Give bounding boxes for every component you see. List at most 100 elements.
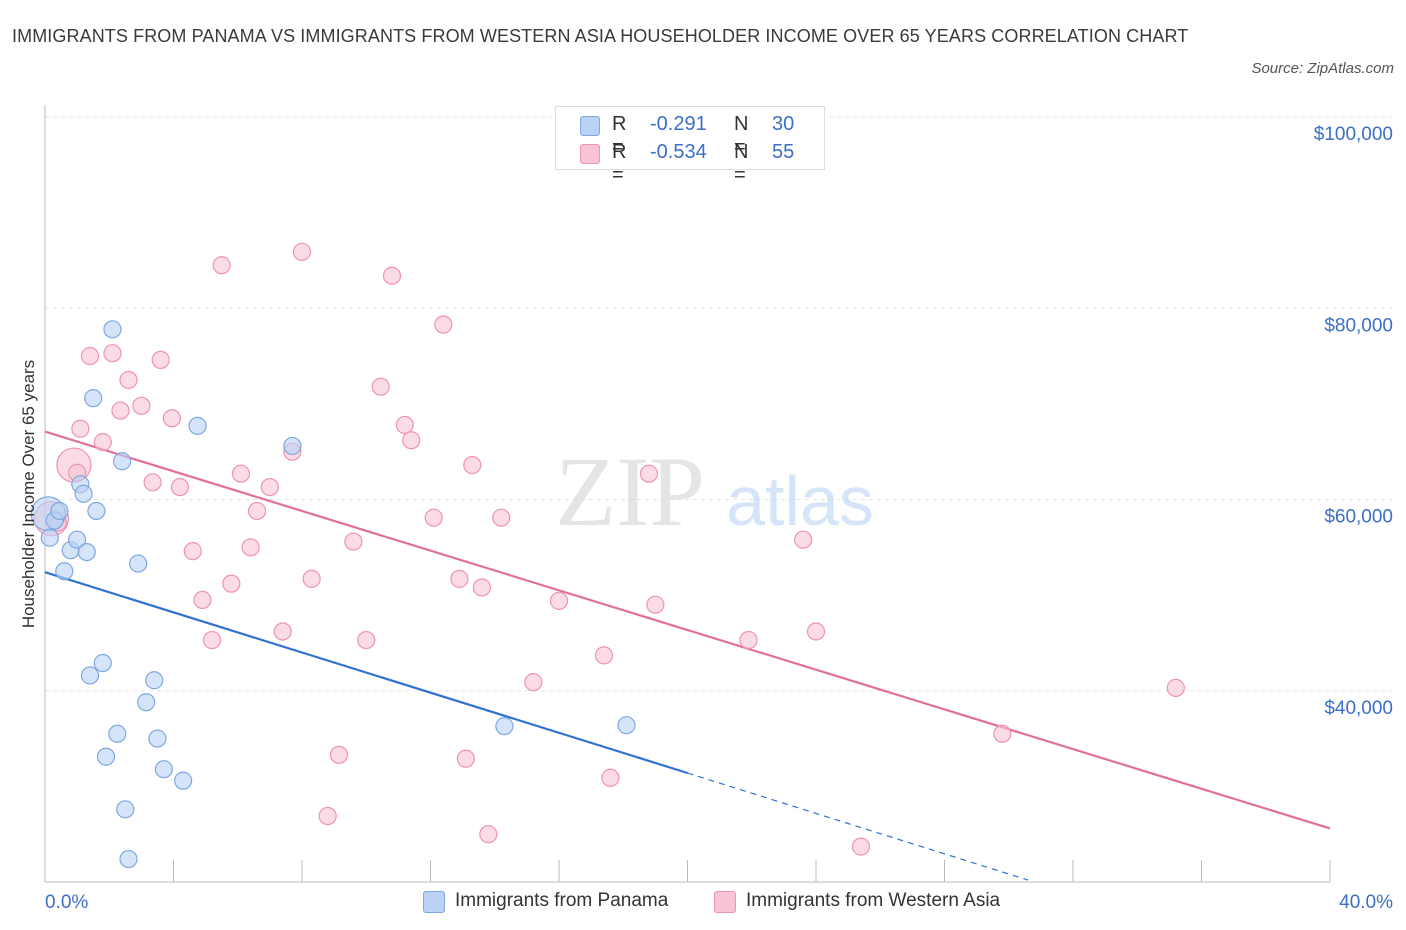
watermark-zip: ZIP	[555, 436, 705, 547]
data-point-western-asia	[151, 350, 170, 369]
data-point-western-asia	[202, 630, 222, 650]
data-point-panama	[50, 501, 69, 521]
data-point-western-asia	[357, 630, 376, 650]
data-point-western-asia	[371, 377, 390, 396]
data-point-panama	[188, 416, 207, 435]
data-point-panama	[68, 530, 87, 549]
legend-r-label: R =	[612, 141, 627, 186]
data-point-panama	[116, 800, 135, 819]
data-point-panama	[103, 320, 122, 339]
trend-lines	[44, 430, 1331, 881]
grid-lines	[45, 116, 1395, 692]
data-point-western-asia	[492, 508, 511, 527]
data-point-panama	[84, 389, 103, 408]
legend-n-value: 55	[772, 141, 795, 163]
y-tick-label: $60,000	[1324, 507, 1393, 528]
data-point-western-asia	[318, 806, 337, 826]
data-point-western-asia	[80, 346, 100, 366]
x-tick-label: 0.0%	[45, 892, 88, 913]
data-point-western-asia	[162, 409, 181, 428]
x-tick-label: 40.0%	[1339, 892, 1393, 913]
data-point-western-asia	[993, 724, 1012, 743]
data-point-western-asia	[212, 256, 231, 275]
data-point-panama	[87, 501, 106, 521]
y-tick-label: $100,000	[1314, 124, 1393, 145]
legend-r-value: -0.291	[650, 113, 707, 135]
data-point-western-asia	[594, 646, 614, 665]
watermark-atlas: atlas	[726, 462, 874, 540]
data-point-western-asia	[851, 837, 871, 856]
data-point-western-asia	[456, 749, 475, 768]
data-point-panama	[283, 436, 302, 456]
data-point-panama	[74, 484, 93, 503]
data-point-western-asia	[524, 673, 543, 692]
legend: R = -0.291 N = 30 R = -0.534 N = 55	[555, 106, 825, 186]
axes	[44, 105, 1331, 883]
data-point-western-asia	[222, 574, 241, 593]
data-point-panama	[119, 849, 138, 869]
data-point-western-asia	[247, 501, 267, 521]
data-point-western-asia	[143, 473, 162, 492]
trend-line-panama	[44, 571, 688, 775]
data-point-western-asia	[472, 578, 491, 597]
chart-title: IMMIGRANTS FROM PANAMA VS IMMIGRANTS FRO…	[12, 26, 1189, 46]
data-point-panama	[617, 716, 636, 735]
legend-swatch-panama	[580, 116, 600, 136]
data-point-panama	[129, 554, 148, 573]
trend-line-western-asia	[44, 430, 1331, 830]
data-point-western-asia	[71, 419, 90, 438]
data-point-western-asia	[132, 396, 151, 415]
data-point-western-asia	[395, 415, 414, 435]
data-point-panama	[96, 747, 116, 766]
legend-swatch-western-asia	[580, 144, 600, 164]
data-point-panama	[174, 771, 193, 790]
data-point-panama	[145, 671, 164, 690]
legend-n-value: 30	[772, 113, 795, 135]
data-point-western-asia	[93, 433, 112, 452]
data-point-western-asia	[193, 590, 212, 610]
tick-labels: $40,000 $60,000 $80,000 $100,000 0.0% 40.0%	[45, 124, 1393, 913]
bottom-legend-label-western-asia: Immigrants from Western Asia	[746, 890, 1001, 911]
source-label: Source: ZipAtlas.com	[1251, 60, 1394, 77]
data-point-panama	[148, 729, 167, 748]
data-point-western-asia	[402, 431, 421, 450]
data-point-western-asia	[450, 569, 469, 588]
data-point-western-asia	[479, 825, 498, 844]
data-point-western-asia	[183, 542, 202, 561]
data-point-western-asia	[739, 630, 758, 650]
series-panama	[30, 320, 636, 869]
data-point-panama	[77, 542, 96, 562]
data-point-panama	[80, 666, 100, 685]
legend-r-value: -0.534	[650, 141, 707, 163]
data-point-western-asia	[292, 242, 312, 261]
data-point-panama	[93, 653, 112, 673]
data-point-western-asia	[463, 455, 482, 475]
data-point-western-asia	[794, 530, 813, 549]
data-point-panama	[112, 452, 132, 471]
data-point-panama	[495, 717, 514, 736]
bottom-legend-label-panama: Immigrants from Panama	[455, 890, 669, 911]
data-point-western-asia	[646, 595, 665, 614]
data-point-panama	[40, 528, 59, 547]
y-axis-label: Householder Income Over 65 years	[19, 360, 38, 628]
data-point-western-asia	[111, 401, 130, 420]
data-point-western-asia	[382, 266, 402, 285]
legend-r-label: R =	[612, 113, 627, 158]
data-point-western-asia	[302, 569, 321, 588]
data-point-western-asia	[329, 745, 349, 764]
data-point-western-asia	[549, 591, 569, 610]
data-point-western-asia	[103, 344, 122, 363]
data-point-western-asia	[231, 464, 251, 483]
data-point-western-asia	[601, 768, 620, 787]
data-point-western-asia	[344, 532, 363, 551]
data-point-western-asia	[1166, 678, 1185, 697]
data-point-western-asia	[434, 315, 453, 334]
legend-n-label: N =	[734, 113, 749, 158]
data-point-western-asia	[241, 538, 260, 557]
series-western-asia	[33, 242, 1185, 856]
data-point-panama	[55, 562, 74, 581]
trend-line-panama-extension	[687, 772, 1029, 881]
data-point-western-asia	[424, 508, 443, 527]
data-point-western-asia	[639, 464, 659, 483]
